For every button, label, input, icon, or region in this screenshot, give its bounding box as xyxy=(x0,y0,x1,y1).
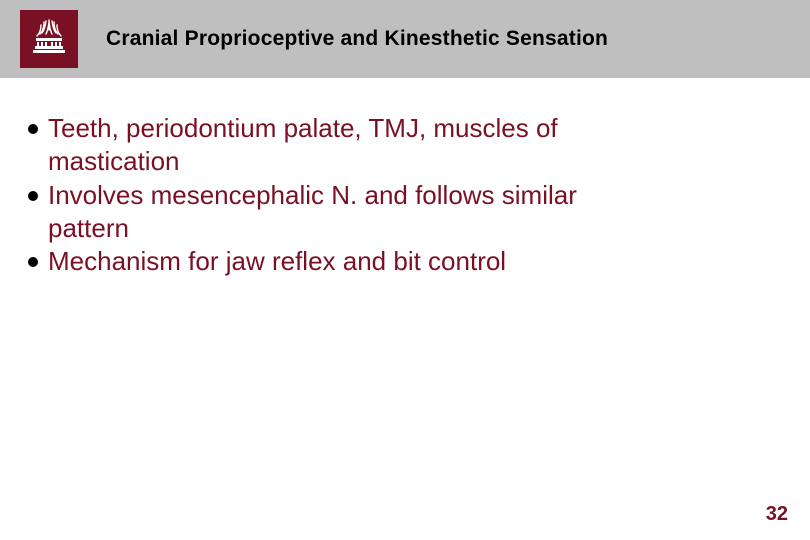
bullet-item: Teeth, periodontium palate, TMJ, muscles… xyxy=(28,112,782,145)
bullet-text: Teeth, periodontium palate, TMJ, muscles… xyxy=(48,112,782,145)
bullet-continuation: mastication xyxy=(28,145,782,178)
bullet-dot-icon xyxy=(28,191,38,201)
header-bar: Cranial Proprioceptive and Kinesthetic S… xyxy=(0,0,810,78)
university-crest-icon xyxy=(20,10,78,68)
bullet-item: Mechanism for jaw reflex and bit control xyxy=(28,245,782,278)
slide-title: Cranial Proprioceptive and Kinesthetic S… xyxy=(106,27,608,51)
bullet-text: Involves mesencephalic N. and follows si… xyxy=(48,179,782,212)
slide-content: Teeth, periodontium palate, TMJ, muscles… xyxy=(0,78,810,278)
bullet-continuation: pattern xyxy=(28,212,782,245)
bullet-text: Mechanism for jaw reflex and bit control xyxy=(48,245,782,278)
bullet-dot-icon xyxy=(28,124,38,134)
page-number: 32 xyxy=(766,503,788,526)
bullet-dot-icon xyxy=(28,257,38,267)
bullet-item: Involves mesencephalic N. and follows si… xyxy=(28,179,782,212)
